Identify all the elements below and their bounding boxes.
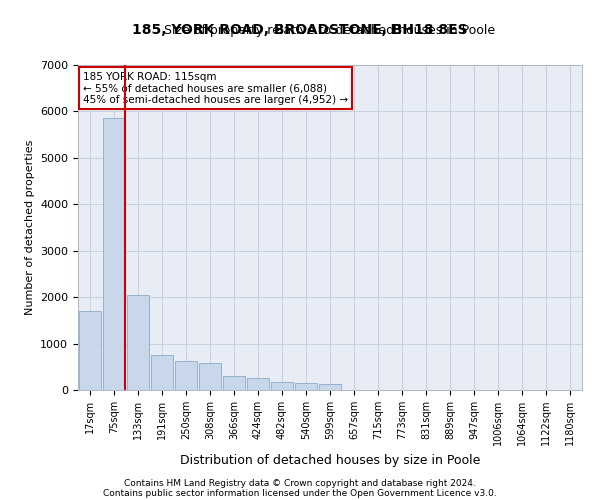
Y-axis label: Number of detached properties: Number of detached properties xyxy=(25,140,35,315)
X-axis label: Distribution of detached houses by size in Poole: Distribution of detached houses by size … xyxy=(180,454,480,466)
Text: 185, YORK ROAD, BROADSTONE, BH18 8ES: 185, YORK ROAD, BROADSTONE, BH18 8ES xyxy=(132,22,468,36)
Bar xyxy=(247,378,269,390)
Text: Contains public sector information licensed under the Open Government Licence v3: Contains public sector information licen… xyxy=(103,488,497,498)
Bar xyxy=(127,295,149,390)
Bar xyxy=(103,118,125,390)
Bar xyxy=(151,355,173,390)
Title: Size of property relative to detached houses in Poole: Size of property relative to detached ho… xyxy=(164,24,496,38)
Bar xyxy=(295,383,317,390)
Bar xyxy=(319,384,341,390)
Bar xyxy=(199,363,221,390)
Text: Contains HM Land Registry data © Crown copyright and database right 2024.: Contains HM Land Registry data © Crown c… xyxy=(124,478,476,488)
Bar xyxy=(223,376,245,390)
Bar xyxy=(79,311,101,390)
Text: 185 YORK ROAD: 115sqm
← 55% of detached houses are smaller (6,088)
45% of semi-d: 185 YORK ROAD: 115sqm ← 55% of detached … xyxy=(83,72,348,104)
Bar xyxy=(271,382,293,390)
Bar xyxy=(175,361,197,390)
